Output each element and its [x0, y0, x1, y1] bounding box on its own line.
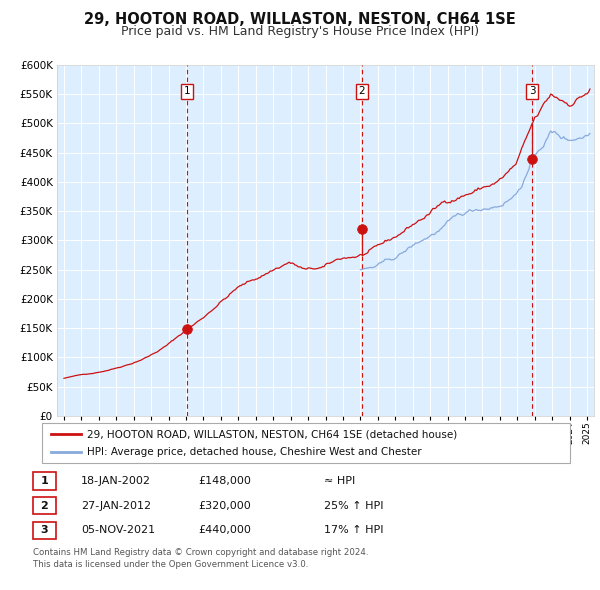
Text: Contains HM Land Registry data © Crown copyright and database right 2024.
This d: Contains HM Land Registry data © Crown c…: [33, 548, 368, 569]
Text: £320,000: £320,000: [198, 501, 251, 510]
Text: 1: 1: [184, 86, 190, 96]
Text: 18-JAN-2002: 18-JAN-2002: [81, 476, 151, 486]
Text: 3: 3: [529, 86, 535, 96]
Text: HPI: Average price, detached house, Cheshire West and Chester: HPI: Average price, detached house, Ches…: [87, 447, 422, 457]
Text: 25% ↑ HPI: 25% ↑ HPI: [324, 501, 383, 510]
Text: 27-JAN-2012: 27-JAN-2012: [81, 501, 151, 510]
Text: Price paid vs. HM Land Registry's House Price Index (HPI): Price paid vs. HM Land Registry's House …: [121, 25, 479, 38]
Text: 29, HOOTON ROAD, WILLASTON, NESTON, CH64 1SE: 29, HOOTON ROAD, WILLASTON, NESTON, CH64…: [84, 12, 516, 27]
Text: 17% ↑ HPI: 17% ↑ HPI: [324, 526, 383, 535]
Text: ≈ HPI: ≈ HPI: [324, 476, 355, 486]
Text: 2: 2: [358, 86, 365, 96]
Text: 29, HOOTON ROAD, WILLASTON, NESTON, CH64 1SE (detached house): 29, HOOTON ROAD, WILLASTON, NESTON, CH64…: [87, 430, 457, 440]
Text: 2: 2: [41, 501, 48, 510]
Text: £148,000: £148,000: [198, 476, 251, 486]
Text: 05-NOV-2021: 05-NOV-2021: [81, 526, 155, 535]
Text: £440,000: £440,000: [198, 526, 251, 535]
Text: 3: 3: [41, 526, 48, 535]
Text: 1: 1: [41, 476, 48, 486]
